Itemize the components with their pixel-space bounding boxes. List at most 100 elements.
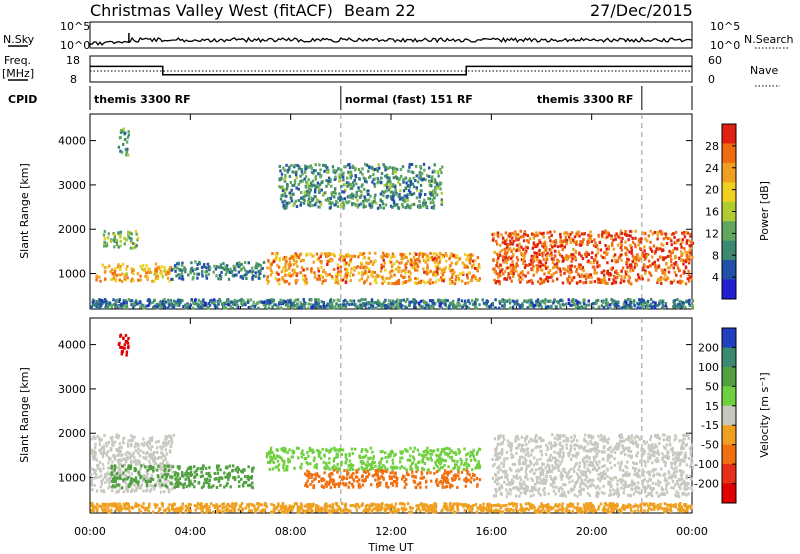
scatter-point	[301, 179, 304, 183]
scatter-point	[619, 253, 623, 257]
scatter-point	[482, 301, 486, 305]
scatter-point	[129, 231, 132, 235]
scatter-point	[146, 440, 149, 444]
scatter-point	[540, 305, 543, 309]
scatter-point	[670, 232, 674, 236]
scatter-point	[464, 264, 467, 268]
scatter-point	[97, 300, 101, 304]
scatter-point	[300, 170, 304, 174]
scatter-point	[531, 256, 535, 260]
scatter-point	[531, 261, 534, 265]
scatter-point	[124, 452, 127, 456]
nave-label: Nave	[750, 64, 778, 77]
scatter-point	[243, 480, 246, 484]
scatter-point	[254, 271, 257, 275]
scatter-point	[510, 268, 513, 272]
scatter-point	[119, 130, 123, 134]
scatter-point	[319, 450, 322, 454]
scatter-point	[514, 236, 518, 240]
scatter-point	[193, 470, 197, 474]
scatter-point	[660, 242, 663, 246]
scatter-point	[113, 457, 117, 461]
scatter-point	[133, 460, 136, 464]
scatter-point	[133, 435, 136, 439]
scatter-point	[427, 303, 430, 307]
scatter-point	[357, 271, 361, 275]
scatter-point	[91, 488, 94, 492]
scatter-point	[162, 303, 166, 307]
scatter-point	[104, 306, 107, 310]
scatter-point	[249, 298, 253, 302]
scatter-point	[584, 273, 588, 277]
scatter-point	[469, 279, 473, 283]
scatter-point	[430, 179, 433, 183]
scatter-point	[161, 466, 164, 470]
scatter-point	[625, 260, 628, 264]
scatter-point	[112, 479, 115, 483]
scatter-point	[119, 233, 122, 237]
scatter-point	[119, 472, 123, 476]
scatter-point	[303, 274, 307, 278]
scatter-point	[90, 451, 93, 455]
scatter-point	[289, 274, 293, 278]
scatter-point	[325, 467, 328, 471]
scatter-point	[134, 476, 138, 480]
scatter-point	[352, 472, 355, 476]
scatter-point	[460, 299, 464, 303]
scatter-point	[600, 304, 604, 308]
scatter-point	[178, 299, 181, 303]
scatter-point	[405, 181, 408, 185]
scatter-point	[357, 299, 360, 303]
scatter-point	[377, 178, 380, 182]
scatter-point	[283, 188, 287, 192]
scatter-point	[250, 485, 254, 489]
scatter-point	[320, 261, 323, 265]
scatter-point	[473, 300, 477, 304]
scatter-point	[401, 165, 405, 169]
scatter-point	[148, 439, 152, 443]
scatter-point	[630, 249, 634, 253]
scatter-point	[371, 304, 375, 308]
scatter-point	[373, 196, 376, 200]
scatter-point	[91, 455, 95, 459]
scatter-point	[648, 271, 652, 275]
scatter-point	[669, 251, 673, 255]
scatter-point	[277, 265, 281, 269]
scatter-point	[440, 460, 443, 464]
scatter-point	[431, 193, 435, 197]
scatter-point	[145, 264, 148, 268]
scatter-point	[161, 275, 165, 279]
scatter-point	[434, 190, 437, 194]
scatter-point	[289, 193, 293, 197]
scatter-point	[178, 477, 182, 481]
scatter-point	[458, 449, 461, 453]
scatter-point	[574, 251, 578, 255]
scatter-point	[666, 237, 670, 241]
scatter-point	[326, 465, 330, 469]
scatter-point	[475, 306, 479, 310]
scatter-point	[113, 476, 117, 480]
scatter-point	[341, 173, 344, 177]
scatter-point	[108, 466, 111, 470]
scatter-point	[187, 273, 190, 277]
scatter-point	[320, 181, 324, 185]
scatter-point	[157, 475, 160, 479]
scatter-point	[514, 231, 517, 235]
scatter-point	[660, 281, 663, 285]
scatter-point	[296, 302, 299, 306]
scatter-point	[465, 258, 468, 262]
scatter-point	[220, 476, 223, 480]
scatter-point	[497, 256, 500, 260]
scatter-point	[520, 245, 523, 249]
scatter-point	[631, 268, 635, 272]
scatter-point	[119, 454, 122, 458]
scatter-point	[227, 303, 230, 307]
scatter-point	[196, 267, 199, 271]
scatter-point	[100, 489, 103, 493]
scatter-point	[220, 266, 223, 270]
scatter-point	[416, 277, 419, 281]
scatter-point	[330, 191, 334, 195]
scatter-point	[438, 458, 441, 462]
scatter-point	[90, 467, 93, 471]
scatter-point	[182, 483, 185, 487]
